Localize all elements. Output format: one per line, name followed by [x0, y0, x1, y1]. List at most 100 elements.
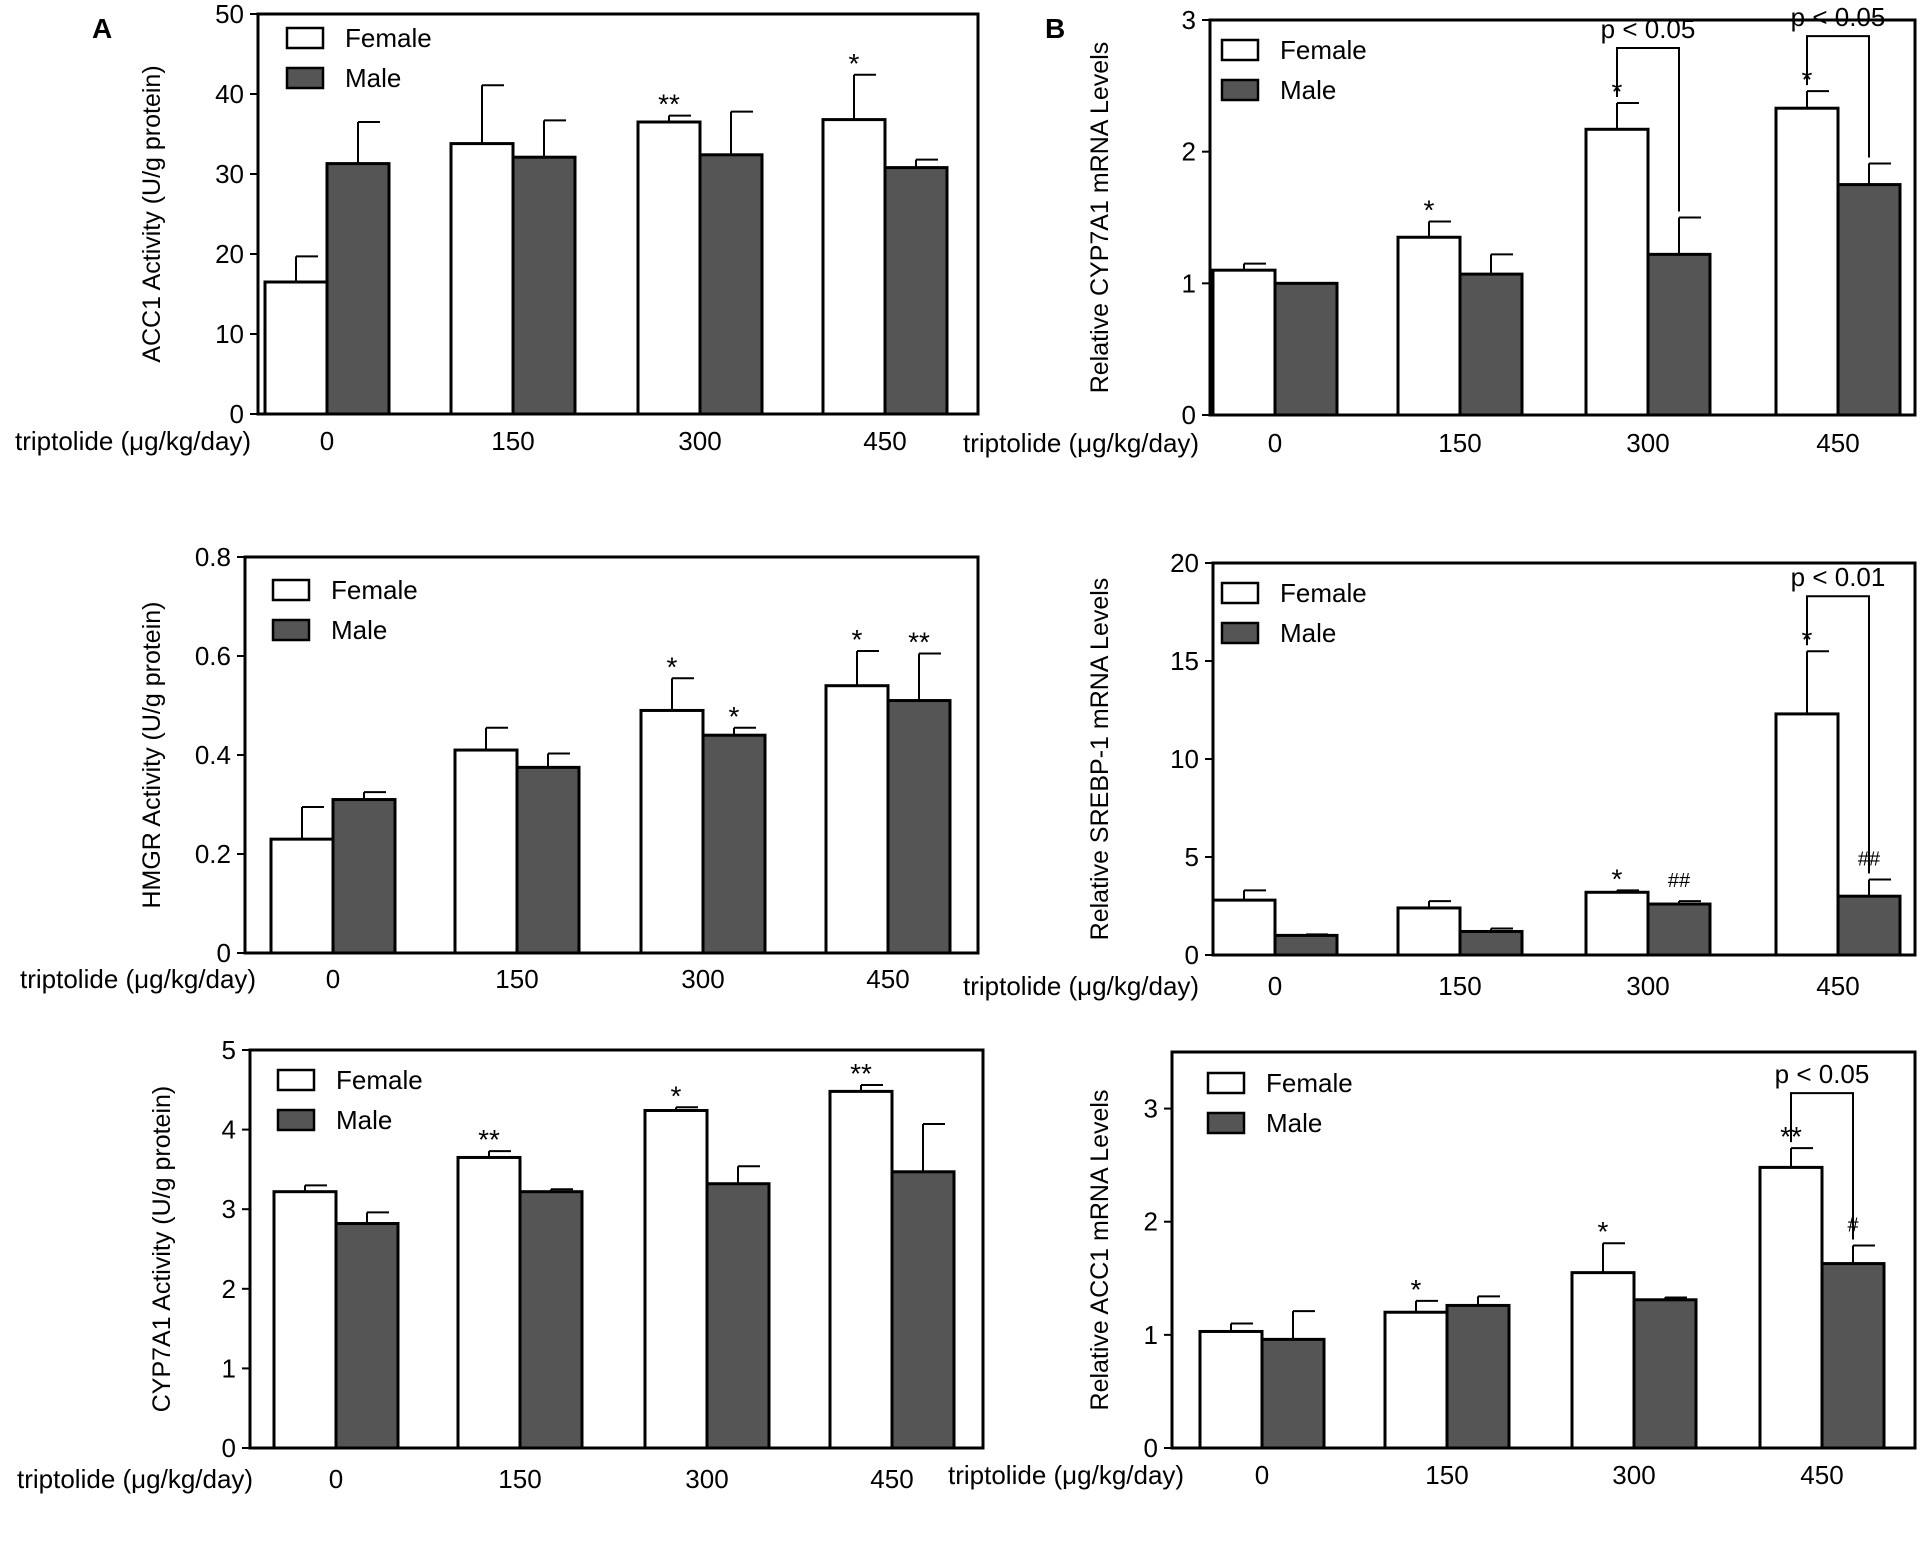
y-tick-label: 2	[222, 1274, 236, 1304]
y-tick-label: 5	[1185, 842, 1199, 872]
y-tick-label: 1	[1144, 1320, 1158, 1350]
significance-star: **	[850, 1058, 872, 1089]
chart-0: 0 10 20 30 40 50 ACC1 Activity (U/g protein) tr…	[15, 0, 980, 456]
y-tick-label: 2	[1182, 137, 1196, 167]
legend-swatch-female	[1206, 1071, 1246, 1095]
bar-female	[636, 120, 702, 416]
bar-male	[1646, 252, 1712, 417]
y-tick-label: 10	[215, 319, 244, 349]
x-tick-label: 150	[498, 1464, 541, 1494]
bar-male	[518, 1190, 584, 1450]
bar-male	[331, 798, 397, 955]
legend-label-male: Male	[1266, 1108, 1322, 1138]
bar-female	[1774, 106, 1840, 417]
significance-star: *	[852, 624, 863, 655]
y-axis-label: Relative ACC1 mRNA Levels	[1086, 1090, 1114, 1411]
bar-male	[511, 155, 577, 416]
x-tick-label: 300	[685, 1464, 728, 1494]
x-tick-label: 150	[491, 426, 534, 456]
bar-female	[639, 708, 705, 955]
bar-male	[890, 1170, 956, 1450]
legend-swatch-female	[271, 578, 311, 602]
bar-male	[883, 166, 949, 416]
significance-star: *	[849, 48, 860, 79]
y-tick-label: 1	[1182, 268, 1196, 298]
bar-male	[325, 162, 391, 416]
legend-swatch-male	[285, 66, 325, 90]
bar-female	[824, 684, 890, 955]
legend-label-male: Male	[1280, 75, 1336, 105]
y-axis-label: Relative SREBP-1 mRNA Levels	[1086, 578, 1114, 941]
p-value-label: p < 0.05	[1791, 2, 1886, 32]
hash-annotation: ##	[1668, 870, 1691, 892]
legend-swatch-male	[1220, 621, 1260, 645]
legend-label-male: Male	[336, 1105, 392, 1135]
bar-female	[1758, 1165, 1824, 1450]
bar-male	[1646, 902, 1712, 957]
legend-swatch-female	[276, 1068, 316, 1092]
x-tick-label: 150	[1438, 971, 1481, 1001]
bar-male	[1820, 1262, 1886, 1450]
significance-bracket	[1790, 1092, 1854, 1240]
bar-female	[1570, 1271, 1636, 1450]
significance-star: *	[1411, 1274, 1422, 1305]
significance-star: **	[908, 627, 930, 658]
legend-label-female: Female	[331, 575, 418, 605]
y-tick-label: 0	[1182, 400, 1196, 430]
y-tick-label: 0	[1144, 1433, 1158, 1463]
bar-male	[1632, 1298, 1698, 1450]
legend-swatch-female	[1220, 581, 1260, 605]
bar-male	[1445, 1303, 1511, 1450]
x-axis-label: triptolide (μg/kg/day)	[948, 1460, 1184, 1490]
x-axis-label: triptolide (μg/kg/day)	[963, 971, 1199, 1001]
y-axis-label: ACC1 Activity (U/g protein)	[138, 65, 166, 362]
legend-swatch-female	[285, 26, 325, 50]
significance-star: *	[667, 651, 678, 682]
significance-star: *	[1612, 863, 1623, 894]
x-tick-label: 150	[495, 964, 538, 994]
y-tick-label: 4	[222, 1115, 236, 1145]
y-tick-label: 0	[217, 938, 231, 968]
bar-female	[1774, 712, 1840, 957]
x-tick-label: 300	[1626, 971, 1669, 1001]
legend-label-female: Female	[1280, 35, 1367, 65]
y-tick-label: 0.6	[195, 641, 231, 671]
x-tick-label: 0	[1255, 1460, 1269, 1490]
y-tick-label: 0	[222, 1433, 236, 1463]
legend-swatch-male	[276, 1108, 316, 1132]
legend-label-female: Female	[336, 1065, 423, 1095]
panel-label-a: A	[92, 13, 112, 44]
y-tick-label: 20	[1170, 548, 1199, 578]
y-tick-label: 0	[1185, 940, 1199, 970]
chart-4: 0 1 2 3 4 5 CYP7A1 Activity (U/g protein) tript…	[17, 1035, 985, 1494]
significance-star: *	[729, 701, 740, 732]
bar-male	[701, 733, 767, 955]
x-tick-label: 0	[1268, 428, 1282, 458]
legend-swatch-male	[271, 618, 311, 642]
significance-star: *	[1598, 1216, 1609, 1247]
bar-female	[1198, 1329, 1264, 1450]
bar-female	[1211, 268, 1277, 417]
bar-male	[1836, 183, 1902, 417]
legend-label-female: Female	[1280, 578, 1367, 608]
chart-3: 0 5 10 15 20 Relative SREBP-1 mRNA Levels trip…	[963, 548, 1917, 1001]
bar-female	[1584, 890, 1650, 957]
bar-male	[1273, 933, 1339, 957]
x-tick-label: 0	[326, 964, 340, 994]
bar-male	[515, 765, 581, 955]
y-tick-label: 10	[1170, 744, 1199, 774]
plot-frame	[1208, 18, 1917, 417]
significance-star: **	[478, 1124, 500, 1155]
y-tick-label: 30	[215, 159, 244, 189]
bar-male	[1260, 1337, 1326, 1450]
bar-female	[828, 1089, 894, 1450]
x-tick-label: 450	[870, 1464, 913, 1494]
plot-frame	[256, 12, 980, 416]
significance-bracket	[1616, 46, 1680, 212]
plot-frame	[248, 1048, 985, 1450]
bar-female	[263, 280, 329, 416]
legend-label-male: Male	[1280, 618, 1336, 648]
bar-male	[334, 1222, 400, 1450]
legend-label-male: Male	[345, 63, 401, 93]
bar-male	[705, 1182, 771, 1450]
